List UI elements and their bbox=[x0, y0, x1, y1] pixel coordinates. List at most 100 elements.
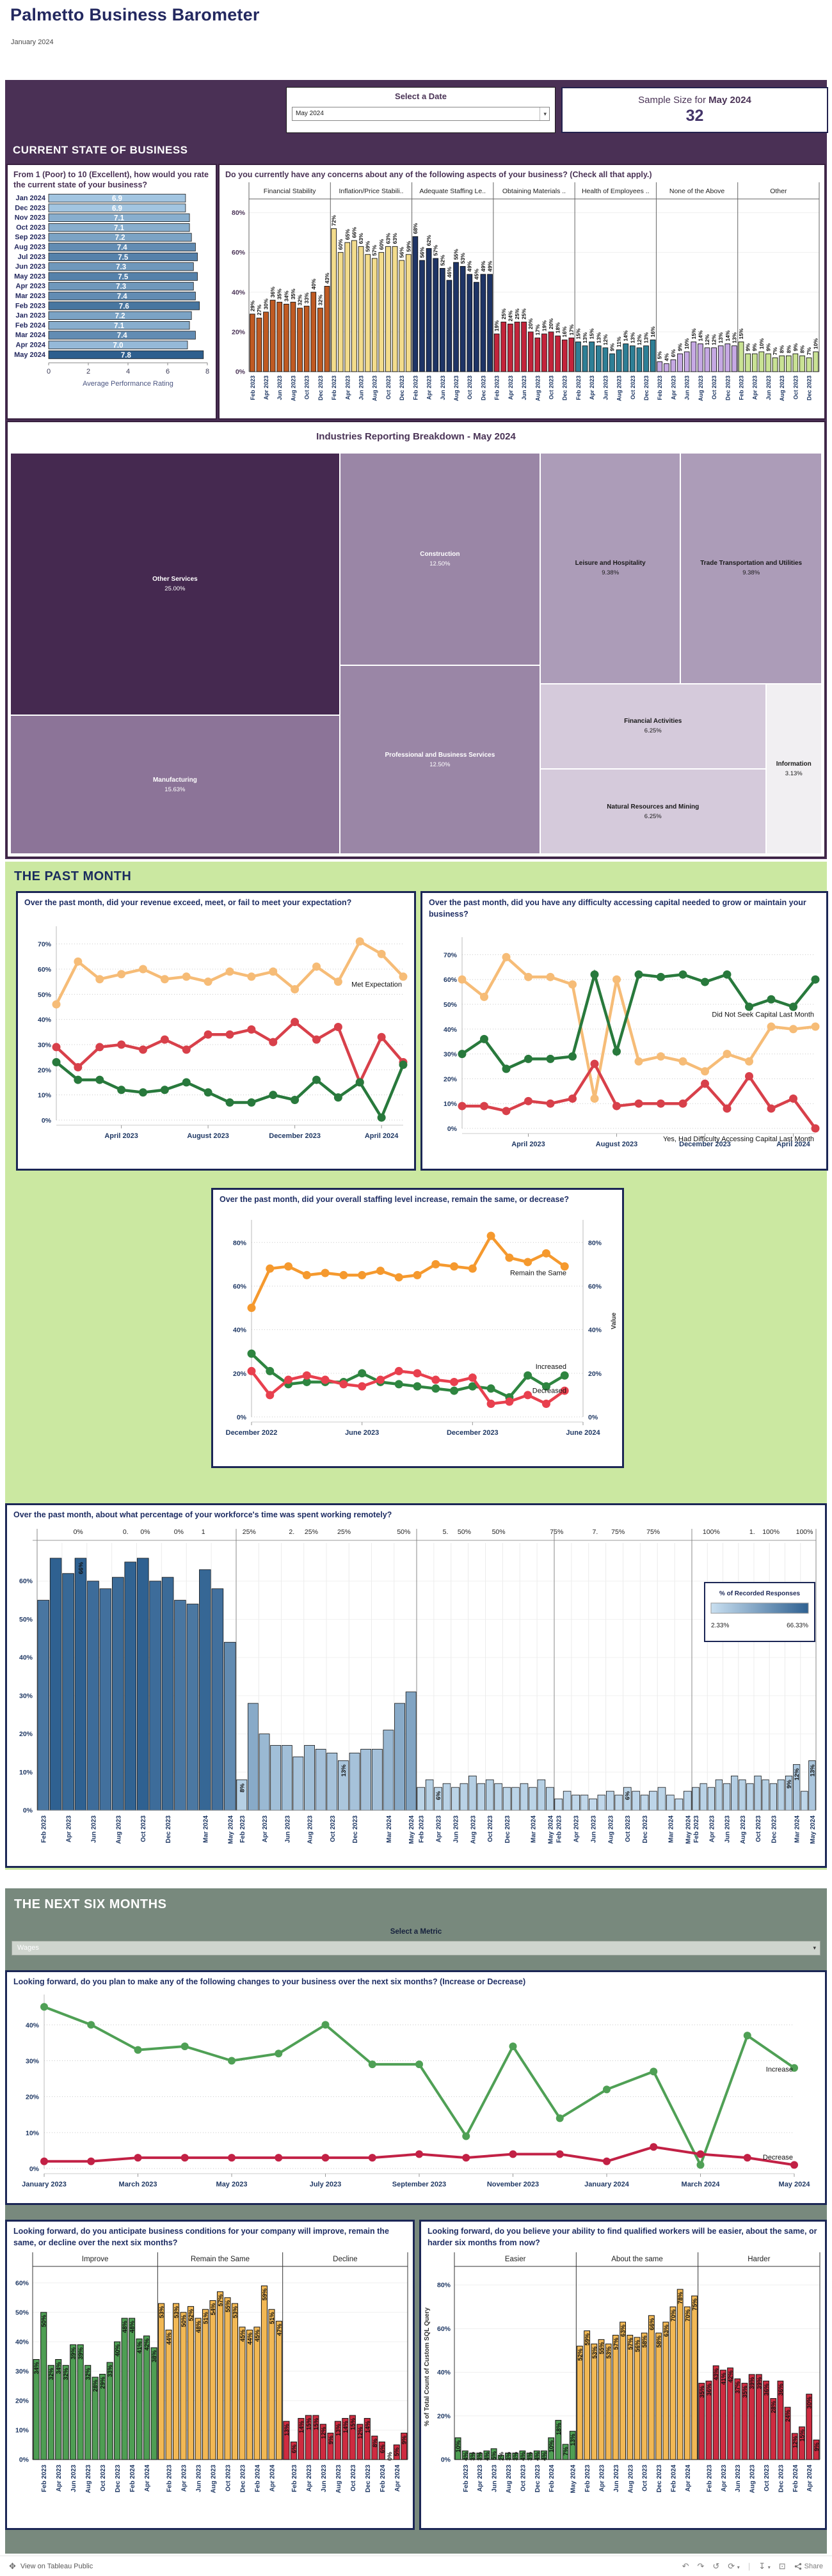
bar[interactable] bbox=[494, 1783, 502, 1810]
point[interactable] bbox=[560, 1386, 569, 1395]
point[interactable] bbox=[546, 972, 555, 981]
point[interactable] bbox=[462, 2131, 470, 2140]
bar[interactable] bbox=[49, 1557, 62, 1810]
point[interactable] bbox=[275, 2153, 283, 2161]
point[interactable] bbox=[52, 1042, 61, 1051]
point[interactable] bbox=[204, 1030, 212, 1039]
bar[interactable] bbox=[612, 2335, 619, 2460]
download-icon[interactable]: ↧ ▾ bbox=[758, 2561, 771, 2571]
bar[interactable] bbox=[256, 317, 262, 372]
bar[interactable] bbox=[112, 1576, 124, 1810]
bar[interactable] bbox=[283, 2421, 290, 2460]
bar[interactable] bbox=[342, 2418, 349, 2460]
bar[interactable] bbox=[331, 228, 337, 372]
treemap-tile[interactable]: Professional and Business Services 12.50% bbox=[339, 665, 540, 854]
point[interactable] bbox=[509, 2150, 517, 2158]
point[interactable] bbox=[480, 1102, 488, 1110]
bar[interactable] bbox=[537, 1779, 546, 1810]
point[interactable] bbox=[339, 1379, 348, 1388]
bar[interactable] bbox=[260, 2285, 268, 2460]
rating-bar[interactable] bbox=[48, 340, 188, 349]
point[interactable] bbox=[394, 1272, 403, 1281]
bar[interactable] bbox=[675, 1798, 684, 1810]
bar[interactable] bbox=[779, 355, 785, 372]
point[interactable] bbox=[117, 1085, 126, 1094]
point[interactable] bbox=[502, 952, 511, 961]
rating-bar[interactable] bbox=[48, 291, 196, 300]
point[interactable] bbox=[556, 2150, 564, 2158]
bar[interactable] bbox=[231, 2303, 239, 2460]
point[interactable] bbox=[612, 975, 621, 984]
bar[interactable] bbox=[405, 1691, 417, 1810]
point[interactable] bbox=[413, 1382, 422, 1391]
bar[interactable] bbox=[677, 353, 683, 372]
point[interactable] bbox=[95, 1042, 104, 1051]
bar[interactable] bbox=[223, 1641, 236, 1810]
bar[interactable] bbox=[669, 2306, 676, 2460]
point[interactable] bbox=[524, 972, 532, 981]
point[interactable] bbox=[650, 2067, 658, 2075]
point[interactable] bbox=[333, 1093, 342, 1102]
treemap-tile[interactable]: Trade Transportation and Utilities 9.38% bbox=[680, 453, 822, 684]
point[interactable] bbox=[394, 1366, 403, 1375]
point[interactable] bbox=[95, 974, 104, 983]
bar[interactable] bbox=[580, 1794, 589, 1810]
bar[interactable] bbox=[211, 1588, 224, 1810]
bar[interactable] bbox=[698, 344, 703, 372]
bar[interactable] bbox=[292, 1756, 304, 1810]
bar[interactable] bbox=[317, 308, 323, 372]
bar[interactable] bbox=[150, 2347, 157, 2460]
bar[interactable] bbox=[99, 2374, 106, 2460]
bar[interactable] bbox=[813, 351, 819, 372]
bar[interactable] bbox=[180, 2312, 187, 2460]
point[interactable] bbox=[117, 969, 126, 978]
bar[interactable] bbox=[663, 363, 669, 372]
bar[interactable] bbox=[263, 312, 269, 372]
point[interactable] bbox=[450, 1377, 459, 1386]
bar[interactable] bbox=[620, 2321, 627, 2460]
point[interactable] bbox=[74, 1075, 83, 1084]
bar[interactable] bbox=[582, 345, 588, 372]
point[interactable] bbox=[767, 995, 776, 1004]
bar[interactable] bbox=[614, 1794, 623, 1810]
undo-icon[interactable]: ↶ bbox=[682, 2561, 689, 2571]
bar[interactable] bbox=[514, 322, 520, 372]
rating-bar[interactable] bbox=[48, 193, 186, 202]
point[interactable] bbox=[358, 1368, 367, 1377]
bar[interactable] bbox=[249, 313, 255, 372]
point[interactable] bbox=[590, 1059, 599, 1068]
bar[interactable] bbox=[477, 1783, 486, 1810]
bar[interactable] bbox=[269, 299, 276, 372]
bar[interactable] bbox=[602, 347, 609, 372]
bar[interactable] bbox=[473, 282, 479, 372]
point[interactable] bbox=[431, 1384, 440, 1393]
bar[interactable] bbox=[315, 1748, 326, 1810]
rating-bar[interactable] bbox=[48, 301, 200, 310]
bar[interactable] bbox=[813, 2439, 820, 2460]
bar[interactable] bbox=[650, 340, 656, 372]
bar[interactable] bbox=[589, 1798, 597, 1810]
bar[interactable] bbox=[187, 2306, 195, 2460]
bar[interactable] bbox=[555, 335, 561, 372]
bar[interactable] bbox=[202, 2309, 209, 2460]
bar[interactable] bbox=[399, 260, 405, 372]
bar[interactable] bbox=[748, 2374, 755, 2460]
treemap-tile[interactable]: Financial Activities 6.25% bbox=[540, 683, 766, 770]
point[interactable] bbox=[74, 957, 83, 966]
bar[interactable] bbox=[283, 304, 289, 372]
bar[interactable] bbox=[727, 2367, 733, 2460]
point[interactable] bbox=[634, 1099, 643, 1108]
bar[interactable] bbox=[483, 2450, 490, 2460]
point[interactable] bbox=[468, 1373, 477, 1382]
point[interactable] bbox=[204, 1087, 212, 1096]
bar[interactable] bbox=[356, 2424, 364, 2460]
bar[interactable] bbox=[349, 2415, 356, 2460]
bar[interactable] bbox=[731, 1775, 739, 1810]
point[interactable] bbox=[541, 1249, 550, 1258]
bar[interactable] bbox=[378, 252, 385, 372]
point[interactable] bbox=[291, 1095, 300, 1104]
point[interactable] bbox=[228, 2056, 236, 2064]
point[interactable] bbox=[450, 1386, 459, 1395]
rating-bar[interactable] bbox=[48, 242, 196, 251]
point[interactable] bbox=[134, 2046, 142, 2054]
